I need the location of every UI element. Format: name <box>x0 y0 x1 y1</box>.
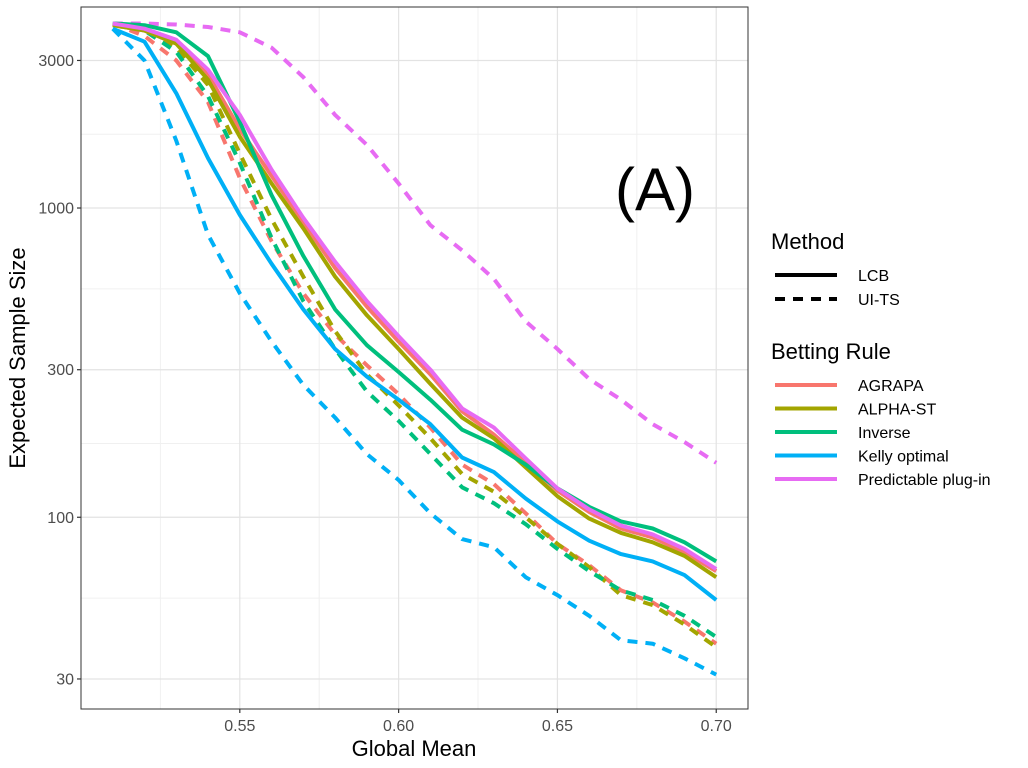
plot-panel: (A) <box>80 6 749 710</box>
x-tick-label-1: 0.60 <box>383 718 414 735</box>
minor-gridlines <box>81 7 748 709</box>
x-tick-label-3: 0.70 <box>701 718 732 735</box>
legend-label-predictable-plug-in: Predictable plug-in <box>858 472 991 489</box>
series-line-alpha-st-lcb <box>112 23 718 579</box>
series-line-predictable-plug-in-ui-ts <box>112 21 718 465</box>
legend-label-lcb: LCB <box>858 268 889 285</box>
legend-label-alpha-st: ALPHA-ST <box>858 402 936 419</box>
series-line-agrapa-lcb <box>112 23 718 573</box>
legend-rule-entries: AGRAPA ALPHA-ST Inverse Kelly optimal Predic… <box>775 378 991 489</box>
series-line-predictable-plug-in-lcb <box>112 21 718 571</box>
panel-annotation: (A) <box>615 156 695 223</box>
legend: Method LCB UI-TS Betting Rule AGRAPA ALPHA… <box>771 229 991 489</box>
legend-method-entries: LCB UI-TS <box>775 268 900 309</box>
legend-label-kelly-optimal: Kelly optimal <box>858 449 949 466</box>
legend-method-title: Method <box>771 229 844 254</box>
x-axis: 0.55 0.60 0.65 0.70 <box>224 709 732 735</box>
x-tick-label-2: 0.65 <box>542 718 573 735</box>
y-axis: 30 100 300 1000 3000 <box>38 53 81 688</box>
y-tick-label-3: 1000 <box>38 201 74 218</box>
legend-label-ui-ts: UI-TS <box>858 292 900 309</box>
series-line-alpha-st-ui-ts <box>112 21 718 649</box>
major-gridlines <box>81 7 748 709</box>
legend-label-inverse: Inverse <box>858 425 911 442</box>
legend-rule-title: Betting Rule <box>771 339 891 364</box>
series-line-inverse-ui-ts <box>112 21 718 639</box>
x-axis-title: Global Mean <box>352 736 477 761</box>
series-lines <box>111 21 718 677</box>
x-tick-label-0: 0.55 <box>224 718 255 735</box>
y-tick-label-2: 300 <box>47 362 74 379</box>
series-line-kelly-optimal-ui-ts <box>111 27 718 677</box>
panel-border <box>80 6 749 710</box>
y-tick-label-1: 100 <box>47 510 74 527</box>
series-line-inverse-lcb <box>112 21 718 564</box>
legend-label-agrapa: AGRAPA <box>858 378 924 395</box>
y-tick-label-4: 3000 <box>38 53 74 70</box>
y-axis-title: Expected Sample Size <box>5 247 30 468</box>
series-line-kelly-optimal-lcb <box>112 26 718 602</box>
y-tick-label-0: 30 <box>56 671 74 688</box>
